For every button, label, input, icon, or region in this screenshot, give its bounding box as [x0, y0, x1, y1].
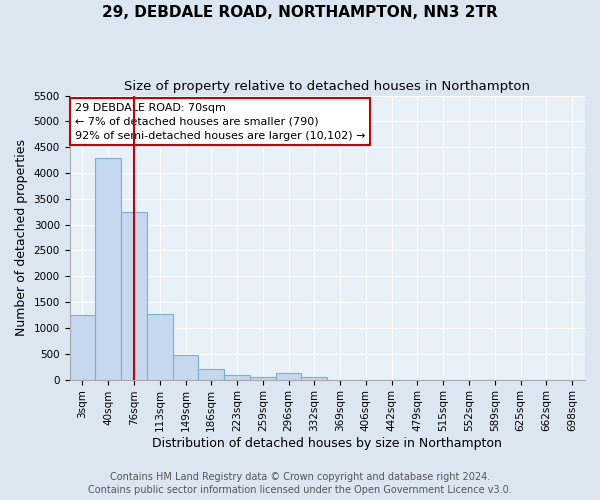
Text: 29, DEBDALE ROAD, NORTHAMPTON, NN3 2TR: 29, DEBDALE ROAD, NORTHAMPTON, NN3 2TR	[102, 5, 498, 20]
Title: Size of property relative to detached houses in Northampton: Size of property relative to detached ho…	[124, 80, 530, 93]
Text: Contains HM Land Registry data © Crown copyright and database right 2024.: Contains HM Land Registry data © Crown c…	[110, 472, 490, 482]
Text: Contains public sector information licensed under the Open Government Licence v3: Contains public sector information licen…	[88, 485, 512, 495]
Bar	[224, 375, 250, 380]
Bar	[250, 377, 276, 380]
Bar	[147, 314, 173, 380]
Bar	[95, 158, 121, 380]
Bar	[301, 377, 327, 380]
Bar	[173, 355, 199, 380]
Text: 29 DEBDALE ROAD: 70sqm
← 7% of detached houses are smaller (790)
92% of semi-det: 29 DEBDALE ROAD: 70sqm ← 7% of detached …	[74, 102, 365, 141]
X-axis label: Distribution of detached houses by size in Northampton: Distribution of detached houses by size …	[152, 437, 502, 450]
Bar	[121, 212, 147, 380]
Y-axis label: Number of detached properties: Number of detached properties	[15, 139, 28, 336]
Bar	[70, 315, 95, 380]
Bar	[199, 369, 224, 380]
Bar	[276, 373, 301, 380]
